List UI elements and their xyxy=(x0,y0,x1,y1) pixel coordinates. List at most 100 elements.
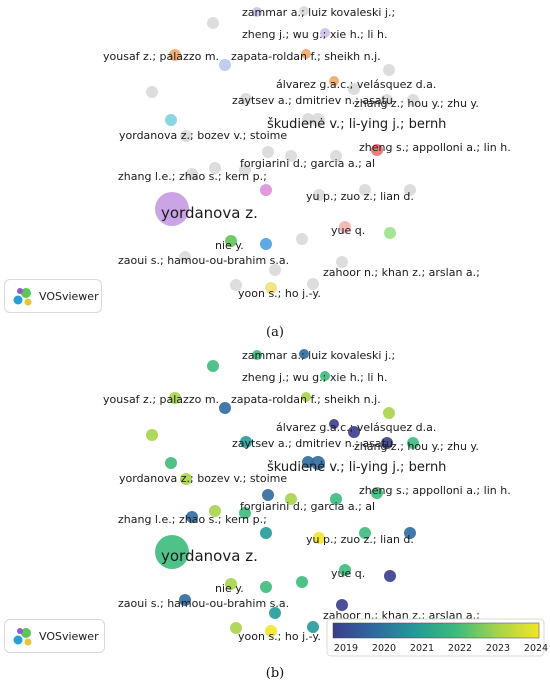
network-node xyxy=(146,86,158,98)
network-node xyxy=(225,235,237,247)
network-node xyxy=(260,184,272,196)
network-node xyxy=(348,83,360,95)
author-label: álvarez g.a.c.; velásquez d.a. xyxy=(276,421,436,434)
network-node xyxy=(301,392,311,402)
author-label: zahoor n.; khan z.; arslan a.; xyxy=(323,266,480,279)
network-node xyxy=(240,93,252,105)
network-node xyxy=(307,278,319,290)
panel-a-network: zammar a.; luiz kovaleski j.; zheng j.; w… xyxy=(103,6,511,340)
author-label: yue q. xyxy=(331,224,365,237)
network-node xyxy=(299,6,309,16)
panel-b-caption: (b) xyxy=(266,666,284,681)
network-node xyxy=(371,144,383,156)
author-label: yordanova z. xyxy=(161,547,258,565)
author-label: zhang l.e.; zhao s.; kern p.; xyxy=(118,513,267,526)
author-label: zaoui s.; hamou-ou-brahim s.a. xyxy=(118,254,289,267)
author-label: yousaf z.; palazzo m. xyxy=(103,50,219,63)
network-node xyxy=(219,402,231,414)
author-label: zhang z.; hou y.; zhu y. xyxy=(354,97,479,110)
panel-b-network: zammar a.; luiz kovaleski j.; zheng j.; w… xyxy=(103,349,548,681)
network-node xyxy=(384,570,396,582)
network-node xyxy=(285,150,297,162)
network-node xyxy=(186,168,198,180)
network-node xyxy=(407,437,419,449)
author-label: zaytsev a.; dmitriev n.; asatu xyxy=(232,437,393,450)
network-node xyxy=(239,507,251,519)
colorbar-tick-label: 2022 xyxy=(448,643,472,654)
colorbar-gradient xyxy=(332,622,540,639)
network-node xyxy=(336,599,348,611)
network-node xyxy=(146,429,158,441)
vosviewer-logo-text: VOSviewer xyxy=(39,289,99,303)
author-label: zheng j.; wu g.; xie h.; li h. xyxy=(242,371,387,384)
network-node xyxy=(296,233,308,245)
network-node xyxy=(302,113,314,125)
network-node xyxy=(260,238,272,250)
network-node xyxy=(404,184,416,196)
panel-b-labels: zammar a.; luiz kovaleski j.; zheng j.; w… xyxy=(103,349,511,643)
author-label: zapata-roldan f.; sheikh n.j. xyxy=(231,50,381,63)
author-label: škudienė v.; li-ying j.; bernh xyxy=(267,460,446,475)
network-node xyxy=(269,264,281,276)
author-label: zheng s.; appolloni a.; lin h. xyxy=(359,484,511,497)
network-node xyxy=(265,625,277,637)
network-node xyxy=(383,64,395,76)
author-label: yoon s.; ho j.-y. xyxy=(238,287,321,300)
network-node xyxy=(381,94,393,106)
network-node xyxy=(209,505,221,517)
network-node xyxy=(359,527,371,539)
network-node xyxy=(329,419,339,429)
vosviewer-logo-a: VOSviewer xyxy=(4,279,102,313)
colorbar-tick-label: 2019 xyxy=(334,643,358,654)
network-node xyxy=(307,621,319,633)
author-label: forgiarini d.; garcia a.; al xyxy=(240,500,375,513)
vosviewer-logo-icon xyxy=(13,288,32,306)
network-node xyxy=(313,532,325,544)
network-node xyxy=(302,456,314,468)
panel-a-nodes xyxy=(146,6,419,294)
author-label: yu p.; zuo z.; lian d. xyxy=(306,190,414,203)
colorbar-ticks: 2019 2020 2021 2022 2023 2024 xyxy=(334,643,548,654)
network-node xyxy=(348,426,360,438)
network-node xyxy=(230,279,242,291)
network-node xyxy=(240,436,252,448)
network-node xyxy=(404,527,416,539)
vosviewer-logo-b: VOSviewer xyxy=(4,619,105,653)
network-node xyxy=(339,221,351,233)
network-node xyxy=(165,457,177,469)
network-node xyxy=(329,76,339,86)
network-node xyxy=(186,511,198,523)
author-label: nie y. xyxy=(215,239,244,252)
network-node xyxy=(230,622,242,634)
network-node xyxy=(313,189,325,201)
network-node xyxy=(311,456,325,470)
panel-a-caption: (a) xyxy=(266,325,284,340)
network-node xyxy=(262,146,274,158)
author-label: zapata-roldan f.; sheikh n.j. xyxy=(231,393,381,406)
network-node xyxy=(269,607,281,619)
network-node xyxy=(407,94,419,106)
author-label: nie y. xyxy=(215,582,244,595)
network-node xyxy=(155,535,189,569)
network-node xyxy=(371,487,383,499)
author-label: zhang z.; hou y.; zhu y. xyxy=(354,440,479,453)
author-label: yordanova z. xyxy=(161,204,258,222)
network-node xyxy=(359,184,371,196)
author-label: zammar a.; luiz kovaleski j.; xyxy=(242,349,395,362)
network-node xyxy=(330,493,342,505)
network-node xyxy=(225,578,237,590)
network-node xyxy=(330,150,342,162)
author-label: zheng s.; appolloni a.; lin h. xyxy=(359,141,511,154)
network-node xyxy=(180,473,192,485)
author-label: škudienė v.; li-ying j.; bernh xyxy=(267,117,446,132)
vosviewer-logo-icon xyxy=(13,628,32,646)
author-label: yordanova z.; bozev v.; stoime xyxy=(119,472,287,485)
network-node xyxy=(209,162,221,174)
network-node xyxy=(252,350,262,360)
network-node xyxy=(165,114,177,126)
network-node xyxy=(155,192,189,226)
network-node xyxy=(207,360,219,372)
network-node xyxy=(311,113,325,127)
network-node xyxy=(180,130,192,142)
